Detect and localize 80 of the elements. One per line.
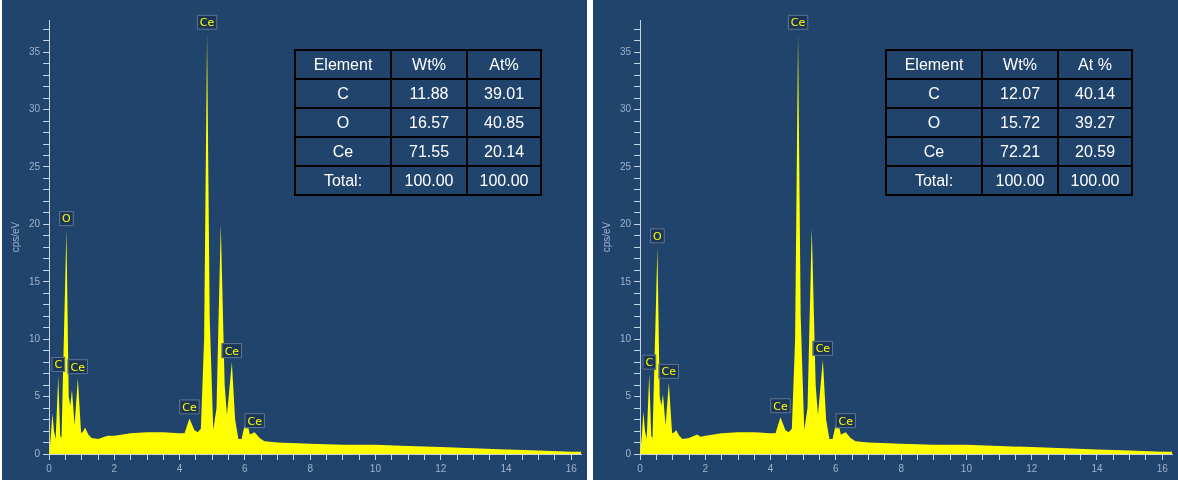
x-tick-label: 0 bbox=[46, 462, 53, 474]
annotation: Ce bbox=[224, 344, 240, 358]
x-tick-label: 6 bbox=[833, 462, 840, 474]
x-tick-label: 16 bbox=[565, 462, 578, 474]
x-tick-label: 10 bbox=[369, 462, 382, 474]
x-tick-label: 4 bbox=[176, 462, 183, 474]
y-tick-label: 35 bbox=[29, 45, 41, 57]
annotation: At% bbox=[489, 55, 519, 73]
y-tick-label: 25 bbox=[620, 160, 632, 172]
x-tick-label: 12 bbox=[1026, 462, 1038, 474]
y-tick-label: 35 bbox=[620, 45, 632, 57]
annotation: O bbox=[653, 229, 663, 243]
annotation: 16.57 bbox=[408, 113, 450, 131]
annotation: 20.14 bbox=[483, 142, 525, 160]
annotation: C bbox=[337, 84, 349, 102]
annotation: Ce bbox=[661, 365, 677, 379]
annotation: 40.14 bbox=[1074, 84, 1116, 102]
x-tick-label: 8 bbox=[307, 462, 314, 474]
annotation: 39.01 bbox=[483, 84, 525, 102]
annotation: Ce bbox=[247, 414, 263, 428]
x-tick-label: 12 bbox=[435, 462, 447, 474]
annotation: Ce bbox=[332, 142, 354, 160]
y-tick-label: 5 bbox=[625, 390, 632, 402]
annotation: Wt% bbox=[412, 55, 446, 73]
annotation: 12.07 bbox=[999, 84, 1041, 102]
y-tick-label: 25 bbox=[29, 160, 41, 172]
x-tick-label: 14 bbox=[1091, 462, 1103, 474]
annotation: C bbox=[928, 84, 940, 102]
x-tick-label: 2 bbox=[111, 462, 118, 474]
x-tick-label: 2 bbox=[702, 462, 709, 474]
y-tick-label: 5 bbox=[34, 390, 41, 402]
annotation: Ce bbox=[838, 414, 854, 428]
annotation: Ce bbox=[815, 342, 831, 356]
annotation: Ce bbox=[923, 142, 945, 160]
y-tick-label: 10 bbox=[620, 332, 632, 344]
annotation: Ce bbox=[773, 399, 788, 413]
x-tick-label: 10 bbox=[960, 462, 973, 474]
y-tick-label: 10 bbox=[29, 332, 41, 344]
annotation: Ce bbox=[182, 400, 197, 414]
annotation: Ce bbox=[70, 360, 86, 374]
y-tick-label: 15 bbox=[620, 275, 632, 287]
x-tick-label: 14 bbox=[500, 462, 512, 474]
y-tick-label: 30 bbox=[29, 103, 41, 115]
x-tick-label: 16 bbox=[1156, 462, 1169, 474]
y-tick-label: 15 bbox=[29, 275, 41, 287]
y-axis-title: cps/eV bbox=[9, 221, 21, 253]
annotation: 20.59 bbox=[1074, 142, 1116, 160]
y-axis-title: cps/eV bbox=[600, 221, 612, 253]
annotation: 100.00 bbox=[1070, 171, 1120, 189]
y-tick-label: 20 bbox=[29, 218, 41, 230]
y-tick-label: 30 bbox=[620, 103, 632, 115]
annotation: Total: bbox=[323, 171, 363, 189]
annotation: Element bbox=[313, 55, 373, 73]
annotation: 72.21 bbox=[999, 142, 1041, 160]
x-tick-label: 6 bbox=[242, 462, 249, 474]
annotation: O bbox=[927, 113, 941, 131]
x-tick-label: 8 bbox=[898, 462, 905, 474]
y-tick-label: 20 bbox=[620, 218, 632, 230]
annotation: 40.85 bbox=[483, 113, 525, 131]
annotation: 100.00 bbox=[404, 171, 454, 189]
annotation: 11.88 bbox=[409, 84, 449, 102]
y-tick-label: 0 bbox=[34, 447, 41, 459]
annotation: Element bbox=[904, 55, 964, 73]
annotation: O bbox=[336, 113, 350, 131]
annotation: C bbox=[54, 358, 63, 372]
x-tick-label: 0 bbox=[637, 462, 644, 474]
annotation: At % bbox=[1078, 55, 1112, 73]
annotation: 15.72 bbox=[999, 113, 1041, 131]
annotation: 100.00 bbox=[995, 171, 1045, 189]
annotation: Total: bbox=[914, 171, 954, 189]
annotation: 71.55 bbox=[408, 142, 450, 160]
y-tick-label: 0 bbox=[625, 447, 632, 459]
annotation: O bbox=[62, 212, 72, 226]
annotation: 39.27 bbox=[1074, 113, 1116, 131]
annotation: 100.00 bbox=[479, 171, 529, 189]
annotation: Wt% bbox=[1003, 55, 1037, 73]
x-tick-label: 4 bbox=[767, 462, 774, 474]
annotation: C bbox=[645, 355, 654, 369]
annotation: Ce bbox=[199, 16, 215, 30]
annotation: Ce bbox=[790, 16, 806, 30]
